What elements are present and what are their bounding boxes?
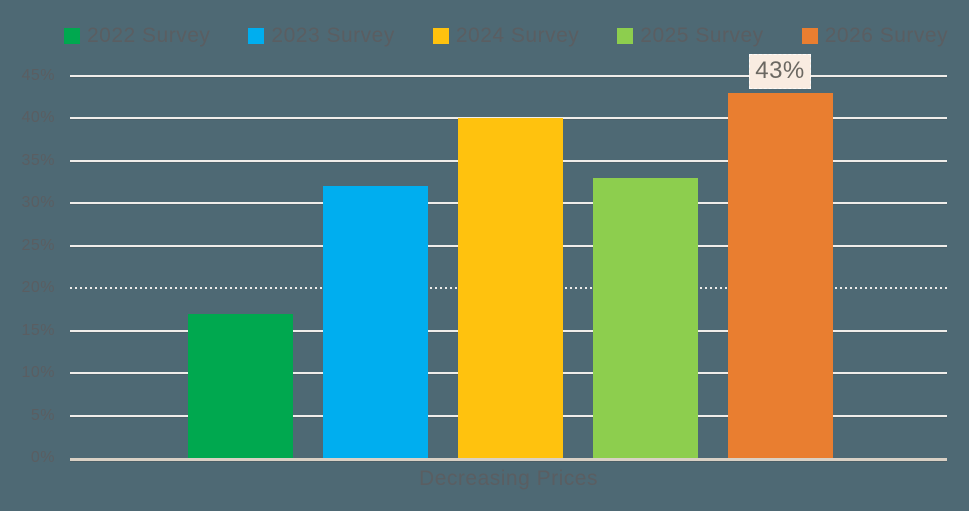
legend-label: 2026 Survey [824, 24, 949, 47]
legend-item-2026-survey[interactable]: 2026 Survey [801, 24, 949, 48]
legend-label: 2022 Survey [87, 24, 211, 47]
gridline [70, 75, 947, 77]
legend-item-2022-survey[interactable]: 2022 Survey [64, 24, 210, 48]
y-axis-tick-label: 10% [21, 364, 55, 382]
bar-2023-survey[interactable] [322, 186, 428, 458]
legend-swatch-icon [248, 28, 265, 44]
y-axis-tick-label: 45% [21, 67, 55, 84]
y-axis-tick-label: 40% [21, 109, 55, 127]
y-axis-tick-label: 0% [30, 449, 55, 466]
y-axis-tick-label: 25% [21, 236, 55, 254]
x-axis-line [70, 458, 947, 461]
legend-label: 2024 Survey [455, 24, 580, 47]
data-label-box: 43% [749, 53, 811, 89]
y-axis-tick-label: 30% [21, 194, 55, 212]
bar-2026-survey[interactable] [727, 92, 833, 458]
legend-swatch-icon [617, 28, 634, 44]
legend-swatch-icon [801, 28, 818, 44]
bar-2022-survey[interactable] [187, 313, 293, 458]
legend-swatch-icon [64, 28, 80, 44]
legend-swatch-icon [432, 28, 449, 44]
legend-item-2024-survey[interactable]: 2024 Survey [432, 24, 580, 48]
bar-2025-survey[interactable] [592, 177, 698, 458]
legend-label: 2025 Survey [640, 24, 764, 47]
y-axis-tick-label: 15% [21, 321, 55, 339]
y-axis-tick-label: 35% [21, 151, 55, 169]
y-axis-tick-label: 5% [30, 406, 55, 424]
x-axis-category-label: Decreasing Prices [419, 467, 598, 490]
legend-label: 2023 Survey [271, 24, 395, 47]
legend-item-2025-survey[interactable]: 2025 Survey [617, 24, 763, 48]
chart-legend: 2022 Survey 2023 Survey 2024 Survey 2025 Su… [64, 24, 948, 48]
legend-item-2023-survey[interactable]: 2023 Survey [248, 24, 394, 48]
y-axis-tick-label: 20% [21, 279, 55, 297]
bar-2024-survey[interactable] [457, 118, 563, 458]
